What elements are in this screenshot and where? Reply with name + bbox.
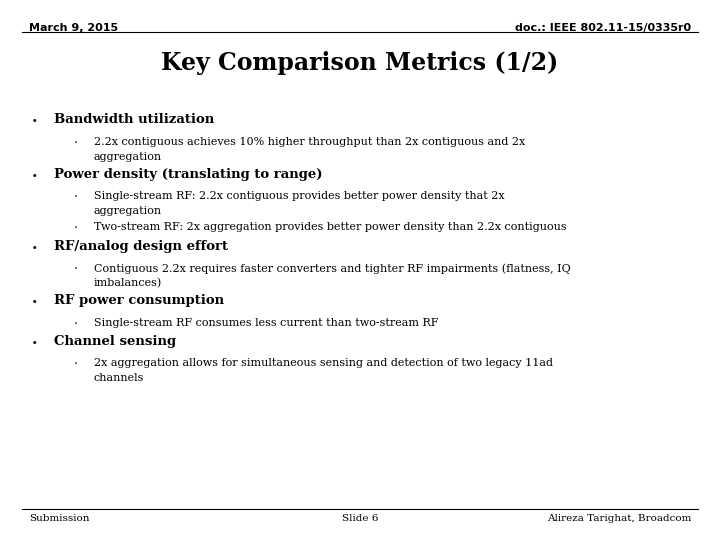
Text: ·: · (32, 168, 37, 185)
Text: Key Comparison Metrics (1/2): Key Comparison Metrics (1/2) (161, 51, 559, 75)
Text: ·: · (73, 191, 78, 204)
Text: channels: channels (94, 373, 144, 383)
Text: Single-stream RF consumes less current than two-stream RF: Single-stream RF consumes less current t… (94, 318, 438, 328)
Text: Power density (translating to range): Power density (translating to range) (54, 168, 323, 181)
Text: Two-stream RF: 2x aggregation provides better power density than 2.2x contiguous: Two-stream RF: 2x aggregation provides b… (94, 222, 566, 233)
Text: Contiguous 2.2x requires faster converters and tighter RF impairments (flatness,: Contiguous 2.2x requires faster converte… (94, 263, 570, 274)
Text: aggregation: aggregation (94, 206, 162, 217)
Text: ·: · (32, 113, 37, 130)
Text: RF/analog design effort: RF/analog design effort (54, 240, 228, 253)
Text: RF power consumption: RF power consumption (54, 294, 224, 307)
Text: doc.: IEEE 802.11-15/0335r0: doc.: IEEE 802.11-15/0335r0 (515, 23, 691, 33)
Text: Slide 6: Slide 6 (342, 514, 378, 523)
Text: March 9, 2015: March 9, 2015 (29, 23, 118, 33)
Text: ·: · (73, 318, 78, 330)
Text: ·: · (32, 240, 37, 256)
Text: ·: · (73, 222, 78, 235)
Text: aggregation: aggregation (94, 152, 162, 162)
Text: imbalances): imbalances) (94, 278, 162, 288)
Text: Submission: Submission (29, 514, 89, 523)
Text: 2.2x contiguous achieves 10% higher throughput than 2x contiguous and 2x: 2.2x contiguous achieves 10% higher thro… (94, 137, 525, 147)
Text: ·: · (73, 358, 78, 371)
Text: ·: · (32, 335, 37, 352)
Text: Alireza Tarighat, Broadcom: Alireza Tarighat, Broadcom (546, 514, 691, 523)
Text: Bandwidth utilization: Bandwidth utilization (54, 113, 215, 126)
Text: ·: · (73, 137, 78, 150)
Text: ·: · (32, 294, 37, 311)
Text: ·: · (73, 263, 78, 276)
Text: Single-stream RF: 2.2x contiguous provides better power density that 2x: Single-stream RF: 2.2x contiguous provid… (94, 191, 504, 201)
Text: Channel sensing: Channel sensing (54, 335, 176, 348)
Text: 2x aggregation allows for simultaneous sensing and detection of two legacy 11ad: 2x aggregation allows for simultaneous s… (94, 358, 553, 368)
